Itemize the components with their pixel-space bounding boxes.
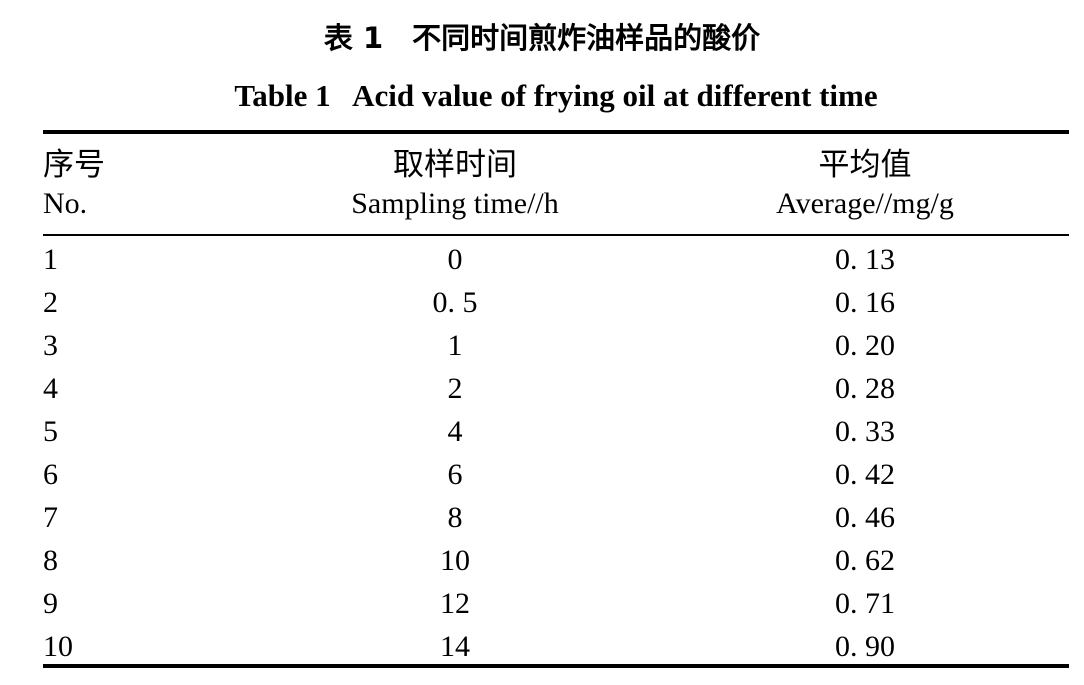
header-average-en: Average//mg/g (776, 187, 954, 220)
cell-average: 0. 90 (835, 630, 895, 663)
top-rule (43, 130, 1069, 134)
cell-no: 7 (43, 501, 58, 534)
cell-no: 5 (43, 415, 58, 448)
table-row: 6 6 0. 42 (43, 453, 1069, 496)
cell-no: 2 (43, 286, 58, 319)
header-no: 序号 No. (43, 144, 105, 222)
table-row: 4 2 0. 28 (43, 367, 1069, 410)
table-row: 1 0 0. 13 (43, 238, 1069, 281)
cell-sampling-time: 8 (447, 501, 463, 534)
header-sampling-time-zh: 取样时间 (393, 147, 517, 183)
cell-no: 3 (43, 329, 58, 362)
cell-average: 0. 71 (835, 587, 895, 620)
table-caption-chinese: 表 1 不同时间煎炸油样品的酸价 (323, 21, 761, 55)
cell-sampling-time: 12 (440, 587, 470, 620)
table-row: 5 4 0. 33 (43, 410, 1069, 453)
cell-sampling-time: 0. 5 (432, 286, 478, 319)
table-row: 10 14 0. 90 (43, 625, 1069, 668)
table-body: 1 0 0. 13 2 0. 5 0. 16 3 1 0. 20 4 2 0. … (43, 238, 1069, 668)
cell-no: 4 (43, 372, 58, 405)
cell-sampling-time: 6 (447, 458, 463, 491)
acid-value-table: 序号 No. 取样时间 Sampling time//h 平均值 Average… (43, 130, 1069, 670)
cell-average: 0. 46 (835, 501, 895, 534)
table-row: 7 8 0. 46 (43, 496, 1069, 539)
cell-no: 10 (43, 630, 73, 663)
cell-no: 9 (43, 587, 58, 620)
cell-average: 0. 28 (835, 372, 895, 405)
cell-sampling-time: 1 (447, 329, 463, 362)
cell-sampling-time: 14 (440, 630, 470, 663)
table-row: 9 12 0. 71 (43, 582, 1069, 625)
cell-sampling-time: 4 (447, 415, 463, 448)
cell-no: 8 (43, 544, 58, 577)
cell-average: 0. 42 (835, 458, 895, 491)
header-average: 平均值 Average//mg/g (715, 144, 1015, 222)
cell-no: 1 (43, 243, 58, 276)
bottom-rule (43, 664, 1069, 668)
header-sampling-time-en: Sampling time//h (351, 187, 559, 220)
cell-sampling-time: 2 (447, 372, 463, 405)
cell-average: 0. 62 (835, 544, 895, 577)
cell-average: 0. 20 (835, 329, 895, 362)
header-sampling-time: 取样时间 Sampling time//h (305, 144, 605, 222)
cell-average: 0. 33 (835, 415, 895, 448)
table-caption-english: Table 1 Acid value of frying oil at diff… (234, 78, 878, 113)
table-row: 8 10 0. 62 (43, 539, 1069, 582)
header-average-zh: 平均值 (818, 147, 912, 183)
cell-sampling-time: 0 (447, 243, 463, 276)
cell-sampling-time: 10 (440, 544, 470, 577)
table-row: 3 1 0. 20 (43, 324, 1069, 367)
header-no-zh: 序号 (43, 147, 105, 183)
cell-no: 6 (43, 458, 58, 491)
cell-average: 0. 16 (835, 286, 895, 319)
table-row: 2 0. 5 0. 16 (43, 281, 1069, 324)
cell-average: 0. 13 (835, 243, 895, 276)
header-no-en: No. (43, 187, 88, 220)
header-rule (43, 234, 1069, 236)
